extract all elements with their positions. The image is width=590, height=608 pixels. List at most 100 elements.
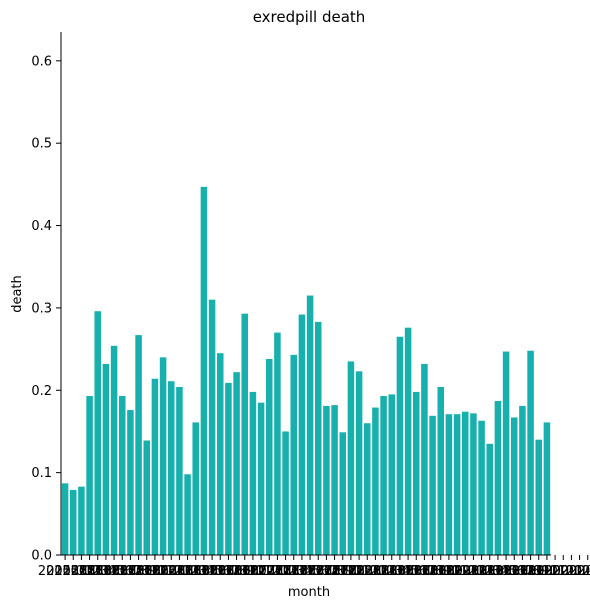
bar: [216, 353, 224, 555]
y-tick-label: 0.4: [31, 219, 52, 234]
y-tick-label: 0.0: [31, 549, 52, 564]
x-axis-label: month: [288, 585, 330, 600]
x-tick-label: 2018-02: [340, 564, 394, 579]
bar: [412, 391, 420, 555]
bar: [102, 363, 110, 555]
x-tick-label: 2017-02: [242, 564, 296, 579]
x-tick-label: 2015-05: [71, 564, 125, 579]
x-axis: 2015-012015-022015-032015-042015-052015-…: [38, 554, 590, 579]
x-tick-label: 2017-04: [258, 564, 312, 579]
x-tick-label: 2016-12: [226, 564, 280, 579]
x-tick-label: 2015-10: [111, 564, 165, 579]
x-tick-label: 2016-11: [218, 564, 272, 579]
x-tick-label: 2016-05: [169, 564, 223, 579]
bar: [290, 354, 298, 555]
bars-group: [61, 186, 551, 555]
bar: [339, 432, 347, 555]
bar: [486, 443, 494, 555]
x-tick-label: 2018-10: [405, 564, 459, 579]
bar: [543, 422, 551, 555]
x-tick-label: 2015-09: [103, 564, 157, 579]
bar: [200, 186, 208, 555]
y-tick-label: 0.3: [31, 301, 52, 316]
bar: [470, 413, 477, 555]
bar: [61, 483, 69, 555]
bar: [143, 440, 151, 555]
bar: [347, 361, 355, 555]
x-tick-label: 2017-08: [291, 564, 345, 579]
x-tick-label: 2017-12: [324, 564, 378, 579]
x-tick-label: 2016-04: [160, 564, 214, 579]
x-tick-label: 2020-04: [552, 564, 590, 579]
bar: [298, 314, 306, 555]
bar: [192, 422, 200, 555]
bar: [314, 321, 322, 555]
x-tick-label: 2015-02: [46, 564, 100, 579]
bar: [151, 378, 159, 555]
bar: [118, 396, 126, 555]
bar: [404, 327, 412, 555]
bar: [78, 486, 85, 555]
x-tick-label: 2019-07: [479, 564, 533, 579]
x-tick-label: 2016-07: [185, 564, 239, 579]
x-tick-label: 2015-04: [62, 564, 116, 579]
x-tick-label: 2020-02: [536, 564, 590, 579]
x-tick-label: 2015-06: [79, 564, 133, 579]
y-axis: 0.0 0.1 0.2 0.3 0.4 0.5 0.6: [31, 32, 62, 564]
x-tick-label: 2018-07: [381, 564, 435, 579]
bar: [331, 405, 338, 555]
bar: [535, 439, 543, 555]
bar: [510, 417, 518, 555]
bar: [372, 407, 379, 555]
x-tick-label: 2019-02: [438, 564, 492, 579]
bar: [478, 420, 485, 555]
x-tick-label: 2018-11: [414, 564, 468, 579]
x-tick-label: 2019-11: [512, 564, 566, 579]
bar: [274, 332, 281, 555]
bar: [380, 396, 387, 555]
x-tick-label: 2015-07: [87, 564, 141, 579]
x-tick-label: 2017-03: [250, 564, 304, 579]
y-tick-label: 0.2: [31, 384, 52, 399]
bar: [396, 336, 404, 555]
bar: [527, 350, 534, 555]
bar: [363, 423, 371, 555]
bar: [249, 391, 257, 555]
x-tick-label: 2017-09: [299, 564, 353, 579]
bar: [167, 381, 175, 555]
x-tick-label: 2019-04: [454, 564, 508, 579]
bar: [94, 311, 102, 555]
bar: [257, 402, 265, 555]
x-tick-label: 2016-06: [177, 564, 231, 579]
x-tick-label: 2020-05: [561, 564, 590, 579]
bar: [86, 396, 93, 555]
bar: [208, 299, 216, 555]
x-tick-label: 2016-02: [144, 564, 198, 579]
bar: [306, 295, 314, 555]
x-tick-label: 2018-09: [397, 564, 451, 579]
x-tick-label: 2015-08: [95, 564, 149, 579]
x-tick-label: 2018-01: [332, 564, 386, 579]
bar: [519, 405, 526, 555]
bar: [388, 394, 396, 555]
x-tick-label: 2018-06: [373, 564, 427, 579]
bar: [445, 414, 453, 555]
x-tick-label: 2015-11: [120, 564, 174, 579]
x-tick-label: 2017-10: [307, 564, 361, 579]
bar: [323, 405, 330, 555]
x-tick-label: 2017-05: [267, 564, 321, 579]
x-tick-label: 2019-08: [487, 564, 541, 579]
x-tick-label: 2019-01: [430, 564, 484, 579]
x-tick-label: 2018-04: [356, 564, 410, 579]
bar: [461, 411, 469, 555]
x-tick-label: 2017-01: [234, 564, 288, 579]
x-tick-label: 2015-12: [128, 564, 182, 579]
x-tick-label: 2015-01: [38, 564, 92, 579]
bar: [453, 414, 461, 555]
x-tick-label: 2019-09: [495, 564, 549, 579]
bar: [421, 363, 428, 555]
x-tick-label: 2019-03: [446, 564, 500, 579]
bar: [429, 415, 436, 555]
bar: [502, 351, 510, 555]
